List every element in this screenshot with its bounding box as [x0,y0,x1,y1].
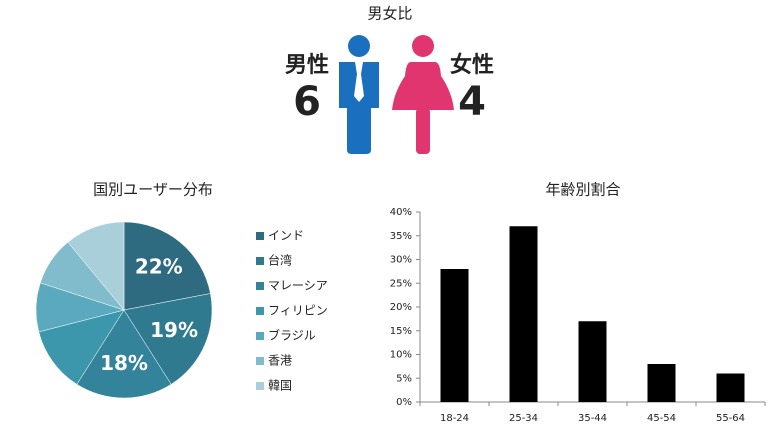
x-tick-label: 35-44 [578,413,607,424]
bar [647,364,676,402]
pie-slice [76,309,172,399]
male-label: 男性 [285,53,329,78]
y-tick-label: 15% [390,326,412,337]
legend-label: 韓国 [268,379,292,393]
slice-label: 19% [150,318,198,342]
female-label: 女性 [450,52,494,78]
female-value: 4 [458,79,486,125]
pie-title: 国別ユーザー分布 [93,181,213,199]
pie-slice [123,221,211,311]
bar [509,226,538,402]
y-tick-label: 0% [396,397,412,408]
legend-swatch [256,307,264,315]
legend-swatch [256,382,264,390]
legend-swatch [256,282,264,290]
bar [578,321,607,402]
legend-label: フィリピン [268,304,328,318]
x-tick-label: 45-54 [647,413,676,424]
gender-title: 男女比 [367,5,412,23]
slice-label: 22% [135,254,183,278]
x-tick-label: 25-34 [509,413,538,424]
x-tick-label: 55-64 [716,413,745,424]
y-tick-label: 30% [390,255,412,266]
y-tick-label: 35% [390,231,412,242]
legend-swatch [256,257,264,265]
legend-swatch [256,232,264,240]
pie-slice [38,309,125,385]
legend-label: 香港 [268,354,292,368]
legend-swatch [256,332,264,340]
male-value: 6 [293,79,321,125]
legend-label: 台湾 [268,253,292,268]
legend-label: インド [268,229,304,243]
legend-label: マレーシア [268,279,328,293]
y-tick-label: 40% [390,207,412,218]
legend-swatch [256,357,264,365]
slice-label: 18% [100,351,148,375]
bar [440,269,469,402]
pie-slice [123,293,213,385]
y-tick-label: 25% [390,278,412,289]
legend-label: ブラジル [268,328,316,343]
x-tick-label: 18-24 [440,413,469,424]
bar [716,373,745,402]
y-tick-label: 10% [390,350,412,361]
bar-title: 年齢別割合 [545,181,620,199]
y-tick-label: 20% [390,302,412,313]
y-tick-label: 5% [396,373,412,384]
female-icon [392,35,454,154]
pie-slice [67,221,125,311]
male-icon [339,35,379,154]
